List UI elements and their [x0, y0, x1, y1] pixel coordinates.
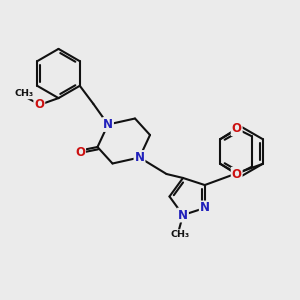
Text: N: N [178, 208, 188, 221]
Text: CH₃: CH₃ [15, 89, 34, 98]
Text: N: N [134, 151, 145, 164]
Text: O: O [34, 98, 44, 111]
Text: N: N [103, 118, 113, 131]
Text: CH₃: CH₃ [170, 230, 190, 239]
Text: O: O [232, 168, 242, 181]
Text: O: O [75, 146, 85, 159]
Text: N: N [200, 202, 210, 214]
Text: O: O [232, 122, 242, 135]
